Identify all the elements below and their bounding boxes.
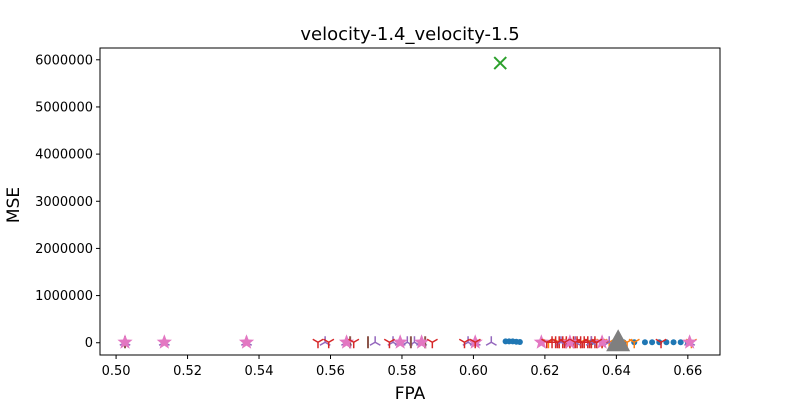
data-point-star [156,334,172,349]
data-point-tri_down [383,338,396,349]
data-point-x [493,56,507,70]
x-tick-label: 0.66 [673,364,702,379]
data-point-tri_down [591,338,603,349]
data-point-tri_down [426,338,438,349]
data-point-tri_down [458,338,471,349]
data-point-circle [641,339,648,346]
chart-title: velocity-1.4_velocity-1.5 [300,24,519,45]
data-point-tri_down [323,338,335,349]
data-point-tri_up [369,336,381,346]
data-point-tri_down [469,338,481,349]
y-tick-label: 6000000 [35,53,93,68]
y-tick-label: 0 [85,336,93,351]
data-point-tri_up [555,336,567,346]
x-tick-label: 0.60 [459,364,488,379]
data-point-tri_down [583,338,596,349]
y-tick-label: 5000000 [35,100,93,115]
x-axis: 0.50 0.52 0.54 0.56 0.58 0.60 0.62 0.64 0.66 [102,355,702,379]
x-tick-label: 0.52 [173,364,202,379]
x-tick-label: 0.58 [387,364,416,379]
data-point-tri_down [569,338,581,349]
data-point-star [238,334,255,349]
data-point-tri_down [348,338,360,349]
data-point-tri_down [541,338,553,349]
data-point-star [338,334,355,349]
data-point-circle [649,339,656,346]
data-point-star [414,334,430,349]
data-point-star [562,334,578,349]
data-point-tri_down [628,338,640,349]
y-tick-label: 4000000 [35,148,93,163]
data-point-tri_down [558,338,571,349]
x-tick-label: 0.50 [102,364,131,379]
data-point-tri_up [485,336,497,346]
data-point-star [117,334,133,349]
data-point-star [594,334,610,349]
y-axis: 0 1000000 2000000 3000000 4000000 5000000 6000… [35,53,100,351]
data-marks [117,56,698,352]
x-tick-label: 0.62 [530,364,559,379]
data-point-triangle [606,329,631,352]
y-tick-label: 3000000 [35,195,93,210]
data-point-tri_down [551,338,563,349]
data-point-tri_up [319,336,331,346]
y-tick-label: 2000000 [35,242,93,257]
y-tick-label: 1000000 [35,289,93,304]
data-point-star [392,334,408,349]
data-point-tri_down [312,338,324,349]
data-point-circle [670,339,677,346]
x-tick-label: 0.54 [245,364,274,379]
data-point-circle [516,339,523,346]
y-axis-title: MSE [4,187,24,223]
data-point-tri_down [655,338,667,349]
data-point-circle [677,339,684,346]
data-point-star [533,334,549,349]
x-tick-label: 0.56 [316,364,345,379]
x-axis-title: FPA [395,384,426,400]
data-point-tri_down [576,338,589,349]
data-point-star [682,334,698,349]
x-tick-label: 0.64 [602,364,631,379]
